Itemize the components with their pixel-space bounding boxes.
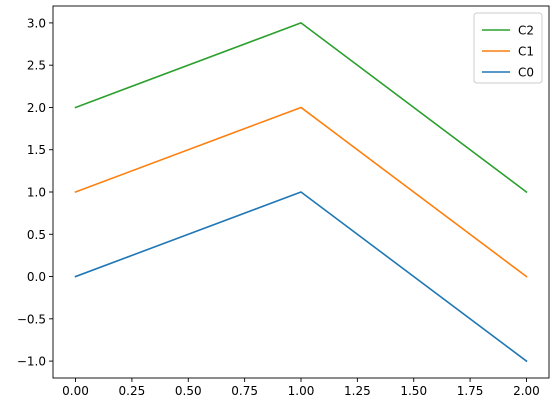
- legend-label-c0: C0: [518, 66, 534, 80]
- axes: 0.00 0.25 0.50 0.75 1.00 1.25 1.50 1.75 2.00 −1.0…: [17, 5, 550, 398]
- x-tick-label: 1.75: [457, 384, 484, 398]
- y-tick-label: 2.5: [27, 59, 46, 73]
- y-tick-label: 1.5: [27, 143, 46, 157]
- x-tick-label: 1.00: [288, 384, 315, 398]
- y-tick-label: 3.0: [27, 16, 46, 30]
- series-line-c2: [74, 22, 528, 194]
- y-tick-label: 0.5: [27, 228, 46, 242]
- legend-label-c1: C1: [518, 45, 534, 59]
- x-tick-label: 1.25: [344, 384, 371, 398]
- y-tick-label: −0.5: [17, 312, 46, 326]
- x-tick-label: 0.25: [119, 384, 146, 398]
- series-line-c1: [74, 106, 528, 278]
- legend: C2 C1 C0: [473, 12, 543, 84]
- series-line-c0: [74, 191, 528, 363]
- x-tick-label: 1.50: [400, 384, 427, 398]
- x-tick-label: 0.00: [62, 384, 89, 398]
- legend-label-c2: C2: [518, 24, 534, 38]
- x-tick-label: 2.00: [513, 384, 540, 398]
- x-tick-label: 0.75: [231, 384, 258, 398]
- x-tick-label: 0.50: [175, 384, 202, 398]
- y-tick-label: 1.0: [27, 186, 46, 200]
- y-tick-label: 0.0: [27, 270, 46, 284]
- y-tick-label: −1.0: [17, 355, 46, 369]
- plot-area: [74, 22, 528, 363]
- y-tick-label: 2.0: [27, 101, 46, 115]
